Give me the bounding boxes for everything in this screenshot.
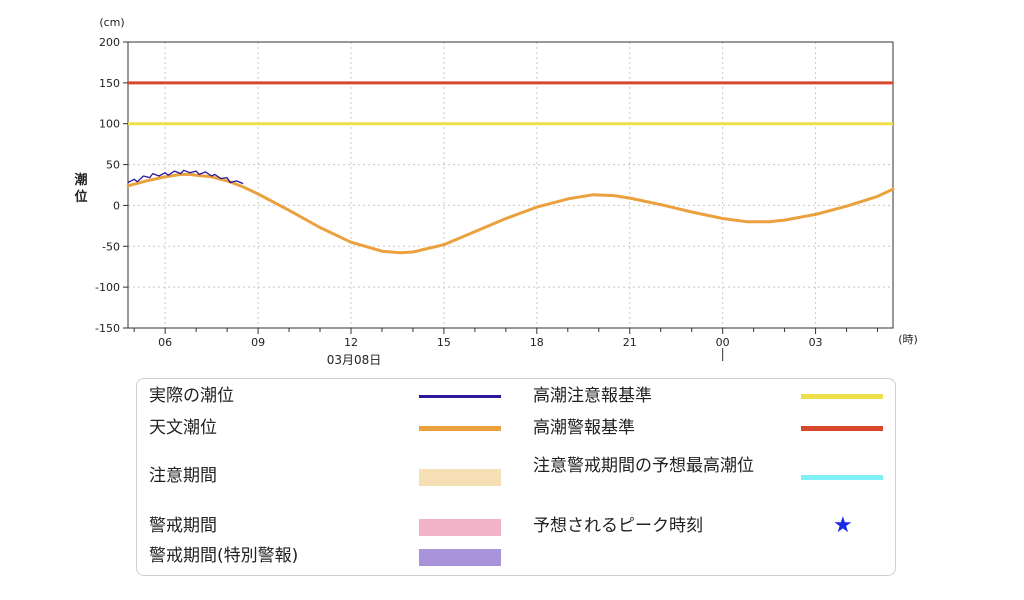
y-tick-label: 200 [99,36,120,49]
legend-label-storm-surge-warning: 高潮警報基準 [533,418,635,438]
plot-area [128,42,893,328]
y-tick-label: -100 [95,281,120,294]
legend-swatch-special-warning-period [419,549,501,566]
y-tick-label: -50 [102,240,120,253]
legend-swatch-forecast-max [801,475,883,480]
x-unit-label: (時) [898,333,918,346]
x-tick-label: 00 [716,336,730,349]
x-tick-label: 18 [530,336,544,349]
date-label: 03月08日 [327,353,382,367]
x-tick-label: 06 [158,336,172,349]
legend-label-special-warning-period: 警戒期間(特別警報) [149,546,299,566]
legend-swatch-astronomical [419,426,501,431]
legend-swatch-actual [419,395,501,398]
y-tick-label: 50 [106,159,120,172]
legend-label-storm-surge-advisory: 高潮注意報基準 [533,386,652,406]
x-tick-label: 15 [437,336,451,349]
y-tick-label: 100 [99,118,120,131]
y-tick-label: -150 [95,322,120,335]
legend-label-forecast-max: 注意警戒期間の予想最高潮位 [533,456,754,476]
series-line-actual [127,169,244,185]
legend-label-caution-period: 注意期間 [149,466,217,486]
legend-label-astronomical: 天文潮位 [149,418,217,438]
legend-swatch-warning-period [419,519,501,536]
x-tick-label: 03 [809,336,823,349]
y-unit-label: (cm) [99,16,124,29]
y-axis-label: 潮位 [74,173,88,205]
x-tick-label: 09 [251,336,265,349]
legend-swatch-caution-period [419,469,501,486]
x-tick-label: 12 [344,336,358,349]
legend-star-icon: ★ [833,513,853,538]
legend-swatch-storm-surge-advisory [801,394,883,399]
y-tick-label: 150 [99,77,120,90]
legend-label-peak-time: 予想されるピーク時刻 [533,516,703,536]
y-tick-label: 0 [113,199,120,212]
legend: 実際の潮位 天文潮位 注意期間 警戒期間 警戒期間(特別警報) 高潮注意報基準 … [136,378,896,576]
tide-chart: 200 150 100 50 0 -50 -100 -150 06 09 12 15 18 21 00 03 (… [95,16,918,367]
x-tick-label: 21 [623,336,637,349]
legend-swatch-storm-surge-warning [801,426,883,431]
legend-label-warning-period: 警戒期間 [149,516,217,536]
series-line-astronomical [126,172,895,255]
legend-label-actual: 実際の潮位 [149,386,234,406]
